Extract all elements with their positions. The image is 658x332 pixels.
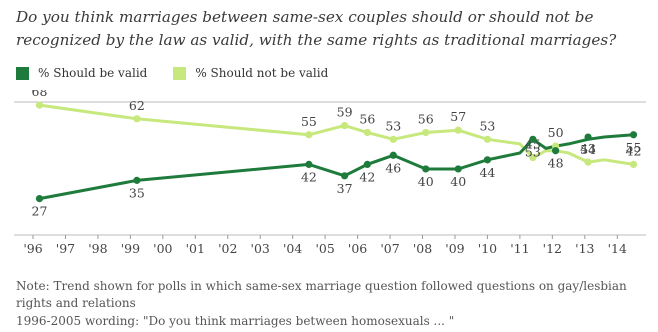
data-point-not-valid <box>305 131 313 139</box>
data-label-valid: 35 <box>129 185 145 200</box>
data-point-not-valid <box>422 128 430 137</box>
chart-title: Do you think marriages between same-sex … <box>16 8 617 49</box>
data-point-valid <box>341 172 349 180</box>
data-point-not-valid <box>363 128 371 137</box>
legend-item-not-valid: % Should not be valid <box>173 66 328 80</box>
data-point-valid <box>552 147 560 155</box>
data-point-not-valid <box>389 135 397 143</box>
data-label-not-valid: 56 <box>359 111 375 126</box>
data-point-valid <box>629 131 638 139</box>
data-point-valid <box>584 133 592 141</box>
x-tick-label: '07 <box>380 241 399 256</box>
data-label-valid: 27 <box>32 204 48 219</box>
data-point-valid <box>529 135 537 143</box>
data-point-not-valid <box>133 115 141 123</box>
legend-label-valid: % Should be valid <box>38 66 148 80</box>
data-label-not-valid: 42 <box>626 143 642 158</box>
data-label-valid: 44 <box>479 165 495 180</box>
legend-item-valid: % Should be valid <box>16 66 147 80</box>
x-tick-label: '01 <box>186 241 205 256</box>
x-tick-label: '13 <box>575 241 594 256</box>
x-tick-label: '09 <box>445 241 464 256</box>
data-point-not-valid <box>35 101 44 109</box>
x-tick-label: '11 <box>510 241 529 256</box>
data-label-valid: 42 <box>359 169 375 184</box>
data-label-valid: 40 <box>450 174 466 189</box>
data-point-valid <box>305 160 313 168</box>
data-point-valid <box>363 160 371 168</box>
legend-swatch-not-valid <box>173 66 187 80</box>
data-point-not-valid <box>529 153 537 162</box>
data-label-valid: 53 <box>525 144 541 159</box>
data-label-not-valid: 56 <box>418 111 434 126</box>
data-point-valid <box>454 165 462 173</box>
data-label-not-valid: 53 <box>479 118 495 133</box>
data-label-valid: 55 <box>626 140 642 155</box>
chart-note: Note: Trend shown for polls in which sam… <box>16 279 627 310</box>
x-tick-label: '00 <box>153 241 172 256</box>
data-point-not-valid <box>341 122 349 130</box>
data-label-valid: 40 <box>418 174 434 189</box>
data-label-valid: 42 <box>301 169 317 184</box>
x-tick-label: '98 <box>88 241 107 256</box>
data-point-not-valid <box>584 158 592 166</box>
x-tick-label: '05 <box>315 241 334 256</box>
x-tick-label: '96 <box>23 241 42 256</box>
data-label-valid: 48 <box>548 156 564 171</box>
x-tick-label: '10 <box>478 241 497 256</box>
data-point-not-valid <box>483 135 492 143</box>
x-tick-label: '03 <box>251 241 270 256</box>
data-label-not-valid: 57 <box>450 109 466 124</box>
data-point-not-valid <box>629 160 638 168</box>
legend: % Should be valid % Should not be valid <box>16 66 354 80</box>
chart-wording-note: 1996-2005 wording: "Do you think marriag… <box>16 314 455 328</box>
data-point-valid <box>422 165 430 173</box>
data-label-not-valid: 50 <box>548 125 564 140</box>
data-label-not-valid: 43 <box>580 141 596 156</box>
x-tick-label: '12 <box>543 241 562 256</box>
data-label-not-valid: 59 <box>337 105 353 120</box>
x-tick-label: '04 <box>283 241 302 256</box>
legend-label-not-valid: % Should not be valid <box>195 66 329 80</box>
data-label-valid: 46 <box>385 160 401 175</box>
x-tick-label: '02 <box>218 241 237 256</box>
legend-swatch-valid <box>16 66 29 80</box>
x-tick-label: '08 <box>413 241 432 256</box>
data-label-valid: 37 <box>337 181 353 196</box>
x-tick-label: '06 <box>348 241 367 256</box>
data-label-not-valid: 62 <box>129 98 145 113</box>
data-label-not-valid: 55 <box>301 114 317 129</box>
x-tick-label: '97 <box>56 241 75 256</box>
data-point-valid <box>389 151 397 159</box>
data-point-not-valid <box>454 126 462 134</box>
data-label-valid: 54 <box>580 142 596 157</box>
line-chart: '96 '97 '98 '99 '00 '01 '02 '03 '04 '05 '06 '07 '08 '… <box>14 90 646 256</box>
data-point-valid <box>35 195 44 203</box>
x-tick-label: '99 <box>121 241 140 256</box>
data-label-not-valid: 68 <box>32 90 48 99</box>
data-point-valid <box>483 156 492 164</box>
x-tick-label: '14 <box>608 241 627 256</box>
data-label-not-valid: 53 <box>385 118 401 133</box>
data-label-not-valid: 45 <box>525 137 541 152</box>
data-point-valid <box>133 176 141 184</box>
